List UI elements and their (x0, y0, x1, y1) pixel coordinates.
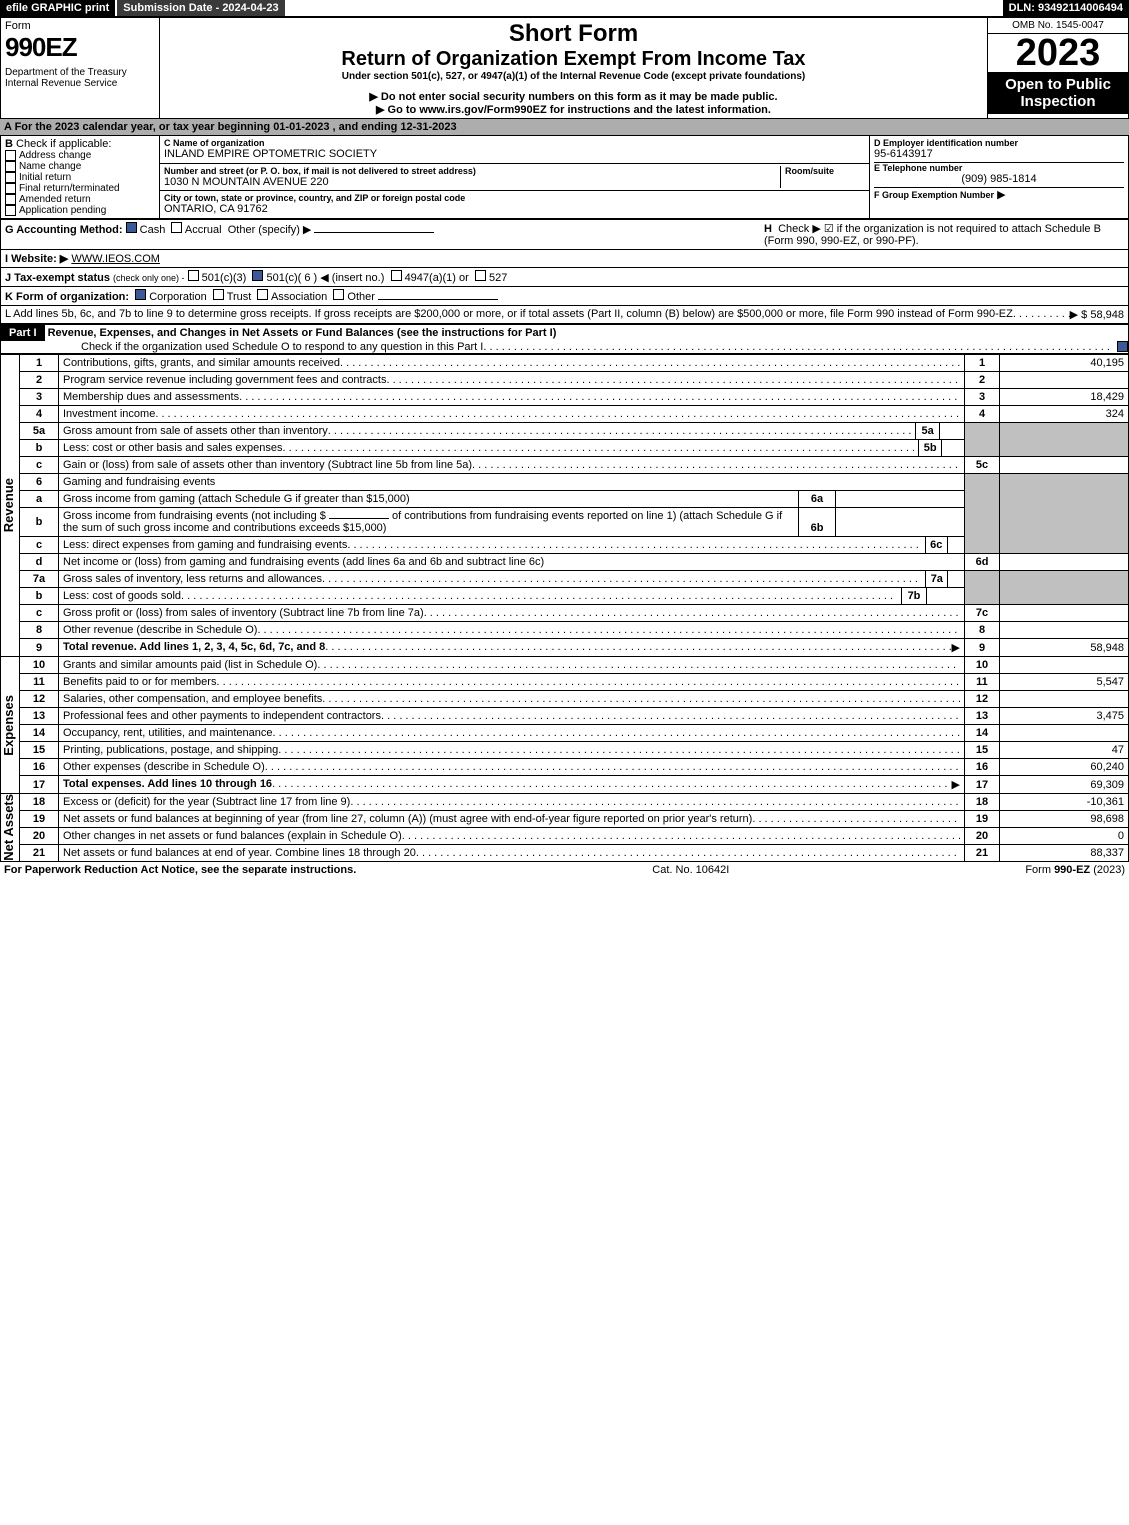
line-15-amount: 47 (1000, 742, 1129, 759)
netassets-side-label: Net Assets (1, 794, 16, 861)
tax-year: 2023 (988, 33, 1128, 72)
cb-527[interactable] (475, 270, 486, 281)
line-21-amount: 88,337 (1000, 845, 1129, 862)
website-link[interactable]: WWW.IEOS.COM (71, 253, 160, 265)
open-to-public: Open to Public Inspection (988, 72, 1128, 114)
gross-receipts-amount: ▶ $ 58,948 (1070, 308, 1124, 321)
cb-accrual[interactable] (171, 222, 182, 233)
title-short: Short Form (164, 20, 983, 48)
cb-name-change[interactable]: Name change (5, 161, 155, 172)
line-4-amount: 324 (1000, 406, 1129, 423)
cb-assoc[interactable] (257, 289, 268, 300)
form-word: Form (5, 20, 155, 32)
dln: DLN: 93492114006494 (1003, 0, 1129, 16)
website-label: I Website: ▶ (5, 253, 68, 265)
line-16-amount: 60,240 (1000, 759, 1129, 776)
cb-address-change[interactable]: Address change (5, 150, 155, 161)
cb-final-return[interactable]: Final return/terminated (5, 183, 155, 194)
cb-cash[interactable] (126, 222, 137, 233)
part1-sub: Check if the organization used Schedule … (81, 341, 483, 353)
instr-ssn: ▶ Do not enter social security numbers o… (164, 90, 983, 103)
page-footer: For Paperwork Reduction Act Notice, see … (0, 862, 1129, 878)
phone-label: E Telephone number (874, 162, 1124, 173)
instr-goto[interactable]: ▶ Go to www.irs.gov/Form990EZ for instru… (164, 103, 983, 116)
group-exemption-label: F Group Exemption Number (874, 190, 994, 200)
form-ref: 990-EZ (1054, 864, 1090, 876)
title-long: Return of Organization Exempt From Incom… (164, 48, 983, 71)
section-a: A For the 2023 calendar year, or tax yea… (0, 119, 1129, 135)
form-number: 990EZ (5, 32, 155, 63)
line-11-amount: 5,547 (1000, 674, 1129, 691)
line-20-amount: 0 (1000, 828, 1129, 845)
line-13-amount: 3,475 (1000, 708, 1129, 725)
paperwork-notice: For Paperwork Reduction Act Notice, see … (4, 864, 356, 876)
efile-label[interactable]: efile GRAPHIC print (0, 0, 115, 16)
city-state-zip: ONTARIO, CA 91762 (164, 203, 865, 215)
line-3-amount: 18,429 (1000, 389, 1129, 406)
part1-lines: Revenue 1 Contributions, gifts, grants, … (0, 354, 1129, 862)
cb-amended[interactable]: Amended return (5, 194, 155, 205)
cb-app-pending[interactable]: Application pending (5, 205, 155, 216)
line-18-amount: -10,361 (1000, 794, 1129, 811)
cat-no: Cat. No. 10642I (652, 864, 729, 876)
accounting-method-label: G Accounting Method: (5, 224, 123, 236)
cb-4947[interactable] (391, 270, 402, 281)
cb-initial-return[interactable]: Initial return (5, 172, 155, 183)
ein-value: 95-6143917 (874, 148, 1124, 160)
form-header: Form 990EZ Department of the Treasury In… (0, 17, 1129, 119)
submission-date: Submission Date - 2024-04-23 (117, 0, 284, 16)
cb-501c3[interactable] (188, 270, 199, 281)
cb-corp[interactable] (135, 289, 146, 300)
org-name: INLAND EMPIRE OPTOMETRIC SOCIETY (164, 148, 865, 160)
entity-block: B Check if applicable: Address change Na… (0, 135, 1129, 219)
cb-other-org[interactable] (333, 289, 344, 300)
ein-label: D Employer identification number (874, 138, 1124, 148)
top-bar: efile GRAPHIC print Submission Date - 20… (0, 0, 1129, 17)
phone-value: (909) 985-1814 (874, 173, 1124, 185)
street-address: 1030 N MOUNTAIN AVENUE 220 (164, 176, 780, 188)
line-1-amount: 40,195 (1000, 355, 1129, 372)
schedule-b-check: Check ▶ ☑ if the organization is not req… (764, 223, 1101, 247)
check-applicable-label: Check if applicable: (16, 138, 111, 150)
part1-label: Part I (1, 325, 45, 341)
cb-501c[interactable] (252, 270, 263, 281)
part1-title: Revenue, Expenses, and Changes in Net As… (48, 327, 557, 339)
line-19-amount: 98,698 (1000, 811, 1129, 828)
cb-trust[interactable] (213, 289, 224, 300)
line-17-amount: 69,309 (1000, 776, 1129, 794)
revenue-side-label: Revenue (1, 478, 16, 532)
expenses-side-label: Expenses (1, 695, 16, 756)
line-9-amount: 58,948 (1000, 639, 1129, 657)
title-sub: Under section 501(c), 527, or 4947(a)(1)… (164, 71, 983, 82)
omb: OMB No. 1545-0047 (988, 18, 1128, 33)
gross-receipts-text: L Add lines 5b, 6c, and 7b to line 9 to … (5, 308, 1013, 321)
dept-treasury: Department of the Treasury Internal Reve… (5, 67, 155, 89)
cb-schedule-o[interactable] (1117, 341, 1128, 352)
